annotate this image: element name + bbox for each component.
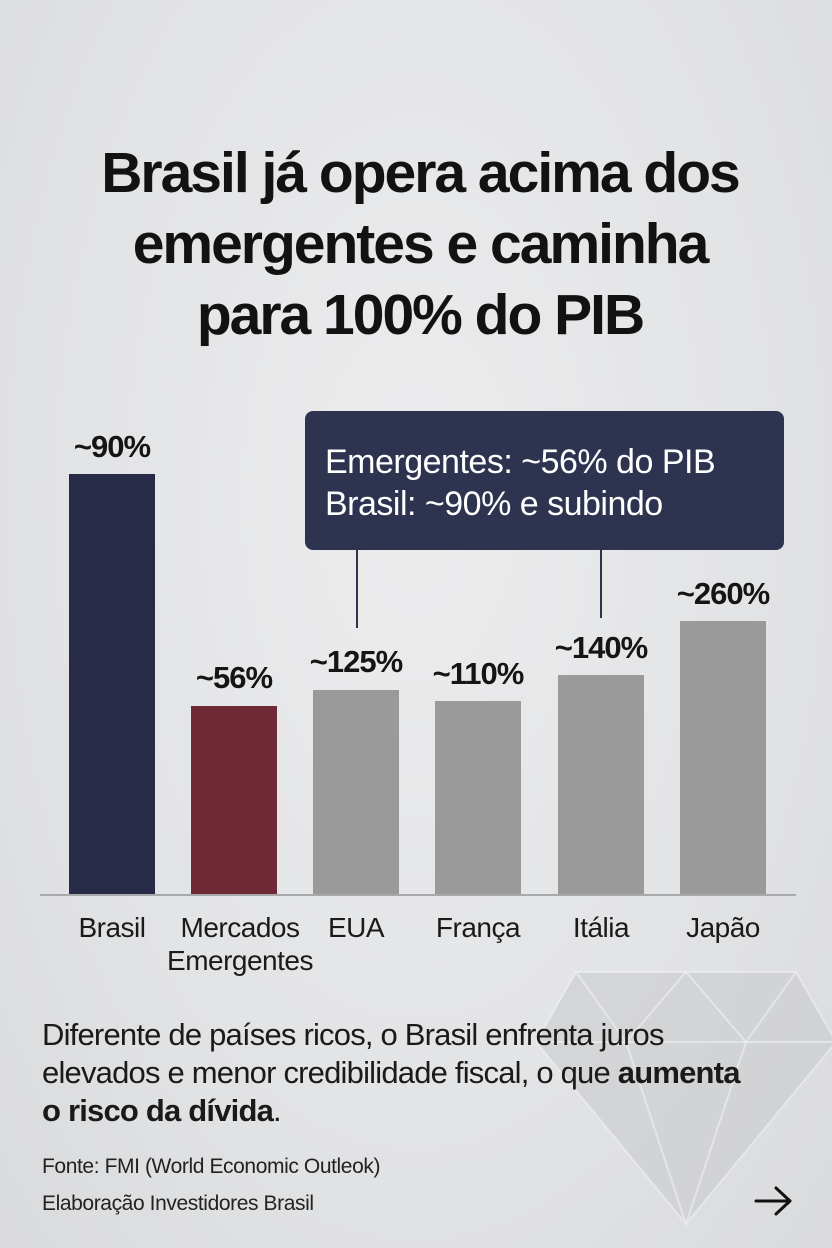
title-line-3: para 100% do PIB [196, 283, 645, 347]
category-label-2: EUA [328, 912, 385, 943]
category-label-0: Brasil [78, 912, 145, 943]
callout-line-1: Emergentes: ~56% do PIB [325, 443, 716, 481]
bar-2 [313, 690, 399, 894]
data-label-3: ~110% [433, 656, 524, 691]
callout-box: Emergentes: ~56% do PIB Brasil: ~90% e s… [305, 411, 784, 550]
data-label-2: ~125% [310, 644, 403, 679]
data-label-1: ~56% [196, 660, 273, 695]
description-part-1: Diferente de países ricos, o Brasil enfr… [42, 1017, 664, 1090]
source-line-1: Fonte: FMI (World Economic Outleok) [42, 1155, 381, 1178]
description-bold: aumenta o risco da dívida [42, 1055, 740, 1128]
bar-4 [558, 675, 644, 894]
category-label-4: Itália [573, 912, 630, 943]
source-line-2: Elaboração Investidores Brasil [42, 1192, 314, 1215]
title-line-1: Brasil já opera acima dos [101, 141, 740, 205]
callout-line-2: Brasil: ~90% e subindo [325, 485, 663, 523]
category-label-1: Mercados Emergentes [167, 912, 313, 976]
bar-5 [680, 621, 766, 894]
bar-1 [191, 706, 277, 894]
description-text: Diferente de países ricos, o Brasil enfr… [42, 1016, 762, 1130]
bar-3 [435, 701, 521, 894]
category-label-3: França [436, 912, 521, 943]
description-part-2: . [273, 1093, 282, 1128]
diamond-icon [536, 970, 832, 1228]
data-label-5: ~260% [677, 576, 770, 611]
data-label-0: ~90% [74, 429, 151, 464]
arrow-right-icon[interactable] [752, 1183, 796, 1219]
bar-chart: ~90% Brasil ~56% Mercados Emergentes ~125% EUA… [40, 429, 796, 976]
bar-0 [69, 474, 155, 894]
data-label-4: ~140% [555, 630, 648, 665]
page-title: Brasil já opera acima dos emergentes e c… [40, 138, 800, 351]
category-label-5: Japão [686, 912, 760, 943]
title-line-2: emergentes e caminha [132, 212, 710, 276]
